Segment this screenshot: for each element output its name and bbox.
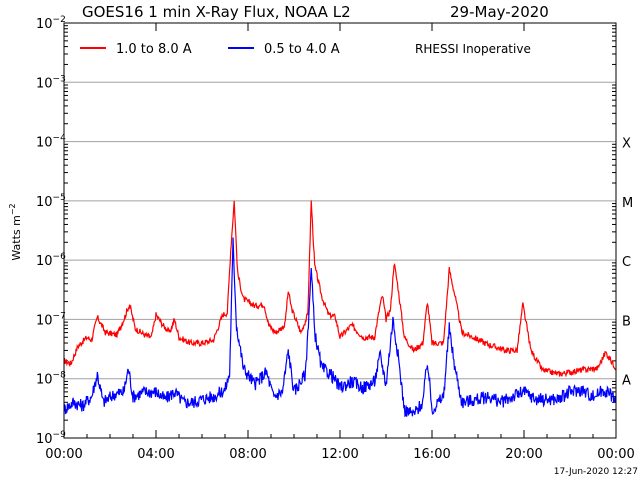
grid-lines: [64, 25, 616, 421]
y-tick-label: 10−5: [36, 193, 66, 210]
flare-class-label: M: [622, 196, 633, 211]
footer-timestamp: 17-Jun-2020 12:27: [554, 467, 638, 477]
y-tick-label: 10−8: [36, 371, 66, 388]
legend-label-long-channel: 1.0 to 8.0 A: [116, 42, 192, 57]
plot-frame: [63, 22, 617, 439]
rhessi-status-note: RHESSI Inoperative: [415, 42, 531, 56]
x-tick-label: 00:00: [45, 447, 82, 462]
y-tick-label: 10−6: [36, 252, 66, 269]
flare-class-labels: X M C B A: [622, 137, 633, 389]
y-tick-labels: 10−2 10−3 10−4 10−5 10−6 10−7 10−8 10−9: [36, 15, 66, 447]
y-axis-label-main: Watts m: [10, 215, 23, 260]
x-tick-label: 12:00: [321, 447, 358, 462]
flare-class-label: A: [622, 374, 631, 389]
flare-class-label: X: [622, 137, 631, 152]
series-line: [63, 200, 617, 378]
y-axis-label-exponent: −2: [8, 203, 17, 215]
y-tick-label: 10−3: [36, 74, 66, 91]
y-axis-label: Watts m−2: [8, 203, 23, 260]
x-tick-label: 08:00: [229, 447, 266, 462]
x-tick-label: 16:00: [413, 447, 450, 462]
y-tick-label: 10−2: [36, 15, 66, 32]
x-tick-label: 04:00: [137, 447, 174, 462]
y-tick-label: 10−4: [36, 134, 66, 151]
y-tick-label: 10−7: [36, 311, 66, 328]
flare-class-label: B: [622, 314, 631, 329]
legend: 1.0 to 8.0 A 0.5 to 4.0 A: [80, 42, 340, 57]
series-line: [63, 237, 617, 418]
x-tick-labels: 00:00 04:00 08:00 12:00 16:00 20:00 00:00: [45, 23, 635, 462]
chart-title: GOES16 1 min X-Ray Flux, NOAA L2: [82, 3, 351, 21]
x-tick-label: 20:00: [505, 447, 542, 462]
chart-date: 29-May-2020: [450, 3, 549, 21]
series-layer: [63, 200, 617, 418]
x-tick-label: 00:00: [597, 447, 634, 462]
legend-label-short-channel: 0.5 to 4.0 A: [264, 42, 340, 57]
y-tick-label: 10−9: [36, 430, 66, 447]
flare-class-label: C: [622, 255, 631, 270]
